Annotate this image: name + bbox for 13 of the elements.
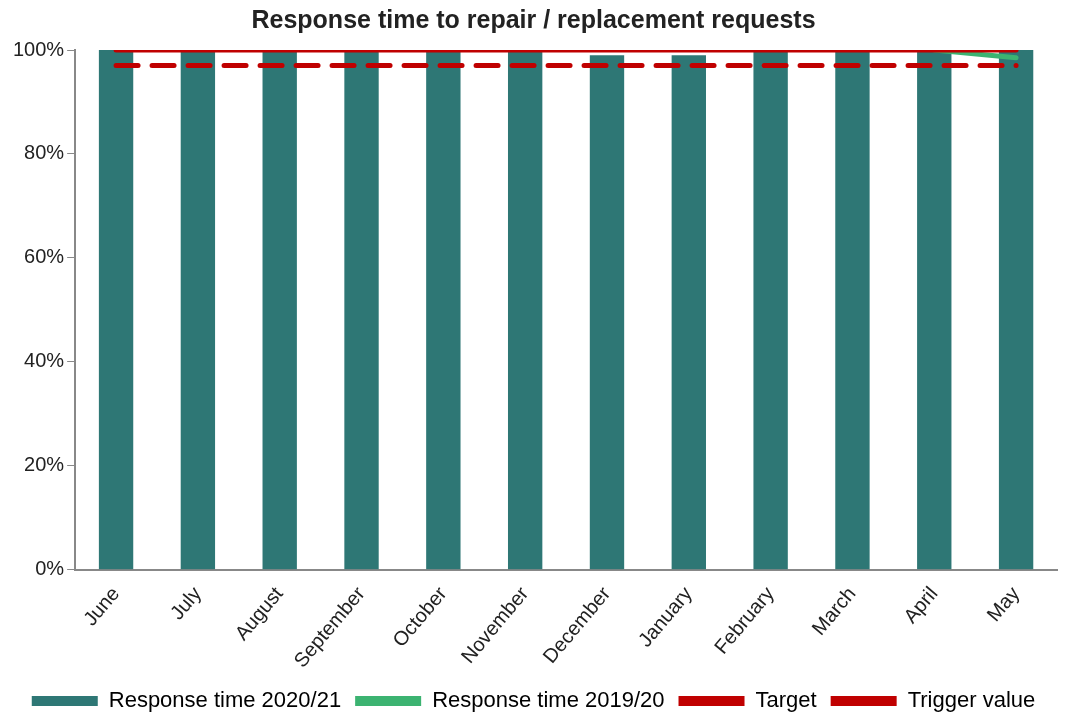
legend-label: Response time 2020/21 xyxy=(108,687,342,713)
legend-label: Target xyxy=(755,687,817,713)
y-tick-label: 100% xyxy=(13,37,65,60)
x-tick-label: July xyxy=(165,582,206,624)
y-tick-label: 40% xyxy=(24,349,65,372)
y-tick-label: 60% xyxy=(24,245,65,268)
legend-label: Trigger value xyxy=(907,687,1036,713)
y-tick-label: 20% xyxy=(24,453,65,476)
y-tick-label: 0% xyxy=(35,557,65,580)
chart-title: Response time to repair / replacement requests xyxy=(251,4,816,33)
x-tick-label: May xyxy=(982,582,1024,626)
y-tick-label: 80% xyxy=(24,141,65,164)
legend-label: Response time 2019/20 xyxy=(432,687,665,713)
